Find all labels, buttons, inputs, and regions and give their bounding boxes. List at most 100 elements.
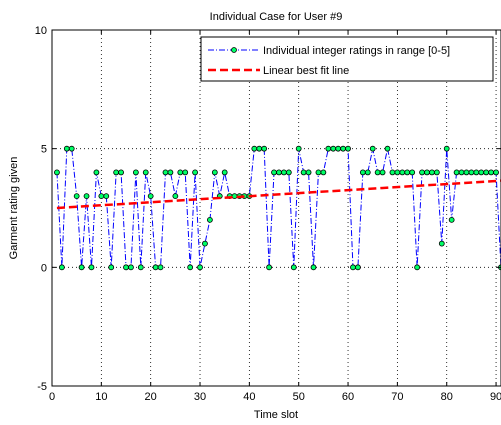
ratings-data-point: [394, 169, 401, 176]
ratings-data-point: [453, 169, 460, 176]
ratings-data-point: [231, 193, 238, 200]
ratings-data-point: [374, 169, 381, 176]
x-tick-label: 20: [145, 391, 157, 403]
ratings-data-point: [192, 169, 198, 176]
ratings-data-point: [290, 264, 297, 271]
x-tick-label: 30: [194, 391, 206, 403]
ratings-data-point: [202, 240, 208, 247]
ratings-data-point: [350, 264, 356, 271]
ratings-data-point: [419, 169, 425, 176]
ratings-data-point: [433, 169, 440, 176]
ratings-data-point: [409, 169, 416, 176]
legend: Individual integer ratings in range [0-5…: [200, 36, 494, 82]
ratings-data-point: [162, 169, 169, 176]
ratings-data-point: [172, 193, 179, 200]
y-tick-label: 10: [35, 25, 47, 37]
ratings-data-point: [132, 169, 139, 176]
ratings-data-point: [54, 169, 60, 176]
ratings-data-point: [83, 193, 90, 200]
ratings-data-point: [211, 169, 218, 176]
ratings-data-point: [300, 169, 307, 176]
ratings-data-point: [305, 169, 312, 176]
ratings-data-point: [113, 169, 120, 176]
ratings-data-point: [68, 145, 75, 152]
ratings-data-point: [103, 193, 110, 200]
ratings-data-point: [315, 169, 322, 176]
y-tick-label: 0: [41, 262, 47, 274]
legend-label-fit: Linear best fit line: [263, 65, 349, 77]
ratings-data-point: [78, 264, 85, 271]
legend-marker-ratings: [231, 47, 237, 53]
ratings-data-point: [182, 169, 189, 176]
x-tick-label: 60: [342, 391, 354, 403]
ratings-data-point: [167, 169, 174, 176]
ratings-data-point: [448, 216, 455, 223]
ratings-data-point: [137, 264, 144, 271]
ratings-data-point: [73, 193, 80, 200]
x-axis-label: Time slot: [254, 409, 298, 421]
ratings-data-point: [359, 169, 366, 176]
series-layer: [54, 145, 501, 271]
ratings-data-point: [93, 169, 100, 176]
ratings-data-point: [271, 169, 277, 176]
ratings-data-point: [187, 264, 194, 271]
legend-label-ratings: Individual integer ratings in range [0-5…: [263, 45, 450, 57]
chart-title: Individual Case for User #9: [210, 11, 343, 23]
ratings-data-point: [463, 169, 470, 176]
plot-frame: [51, 29, 501, 387]
ratings-data-point: [340, 145, 347, 152]
ratings-data-point: [128, 264, 134, 271]
ratings-data-point: [58, 264, 65, 271]
x-tick-label: 10: [95, 391, 107, 403]
ratings-data-point: [493, 169, 499, 176]
ratings-data-point: [364, 169, 371, 176]
ratings-data-point: [98, 193, 105, 200]
ratings-data-point: [108, 264, 115, 271]
ratings-data-point: [118, 169, 124, 176]
ratings-data-point: [438, 240, 445, 247]
grid-layer: [52, 30, 501, 386]
ratings-data-point: [330, 145, 337, 152]
ratings-data-point: [177, 169, 184, 176]
ratings-data-point: [429, 169, 435, 176]
ratings-data-point: [379, 169, 386, 176]
ratings-data-point: [320, 169, 327, 176]
ratings-data-point: [458, 169, 465, 176]
y-tick-label: -5: [37, 381, 47, 393]
ratings-data-point: [157, 264, 164, 271]
ratings-data-point: [276, 169, 282, 176]
ratings-data-point: [414, 264, 421, 271]
ratings-data-point: [355, 264, 361, 271]
best-fit-line: [56, 179, 501, 210]
x-tick-label: 90: [490, 391, 501, 403]
ratings-data-point: [147, 193, 154, 200]
ratings-data-point: [483, 169, 490, 176]
x-tick-label: 40: [243, 391, 255, 403]
ratings-data-point: [295, 145, 302, 152]
x-tick-label: 0: [49, 391, 55, 403]
ratings-data-point: [468, 169, 475, 176]
ratings-data-point: [424, 169, 430, 176]
ratings-data-point: [478, 169, 485, 176]
ratings-data-point: [345, 145, 351, 152]
x-tick-label: 70: [391, 391, 403, 403]
ratings-data-point: [389, 169, 396, 176]
ratings-data-point: [221, 169, 228, 176]
ratings-data-point: [310, 264, 317, 271]
ratings-data-point: [473, 169, 480, 176]
x-tick-label: 50: [293, 391, 305, 403]
ratings-data-point: [335, 145, 342, 152]
ratings-data-point: [369, 145, 376, 152]
ratings-data-point: [488, 169, 495, 176]
ratings-data-point: [152, 264, 159, 271]
ratings-data-point: [88, 264, 95, 271]
ratings-data-point: [266, 264, 272, 271]
ratings-data-point: [197, 264, 203, 271]
ratings-data-point: [261, 145, 268, 152]
ratings-data-point: [285, 169, 292, 176]
ratings-data-point: [251, 145, 258, 152]
ratings-data-point: [399, 169, 406, 176]
